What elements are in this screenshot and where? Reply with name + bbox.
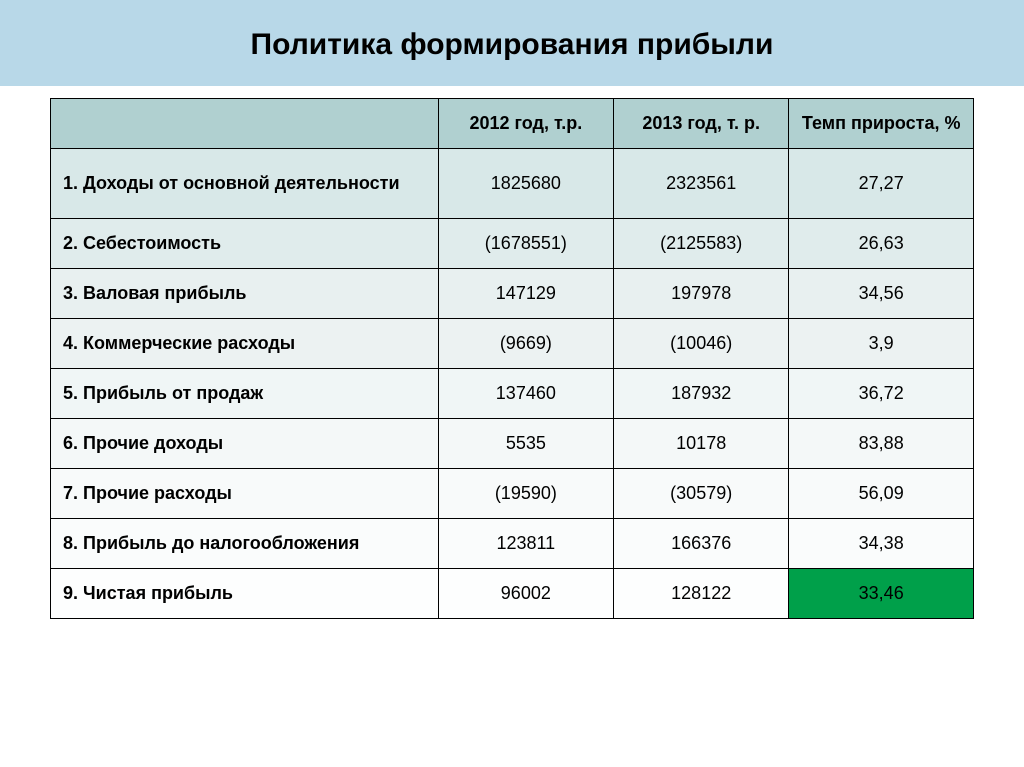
profit-table: 2012 год, т.р. 2013 год, т. р. Темп прир… — [50, 98, 974, 619]
table-row: 4. Коммерческие расходы (9669) (10046) 3… — [51, 319, 974, 369]
col-header-growth: Темп прироста, % — [789, 99, 974, 149]
cell-growth: 34,56 — [789, 269, 974, 319]
cell-growth: 26,63 — [789, 219, 974, 269]
row-label: 4. Коммерческие расходы — [51, 319, 439, 369]
cell-growth: 3,9 — [789, 319, 974, 369]
cell-growth: 27,27 — [789, 149, 974, 219]
table-row: 5. Прибыль от продаж 137460 187932 36,72 — [51, 369, 974, 419]
cell-2013: 187932 — [614, 369, 789, 419]
cell-2012: (1678551) — [438, 219, 613, 269]
cell-2013: (30579) — [614, 469, 789, 519]
cell-2012: 137460 — [438, 369, 613, 419]
page-title: Политика формирования прибыли — [0, 28, 1024, 62]
row-label: 6. Прочие доходы — [51, 419, 439, 469]
cell-2013: 2323561 — [614, 149, 789, 219]
row-label: 8. Прибыль до налогообложения — [51, 519, 439, 569]
cell-2013: 10178 — [614, 419, 789, 469]
table-container: 2012 год, т.р. 2013 год, т. р. Темп прир… — [0, 86, 1024, 619]
col-header-label — [51, 99, 439, 149]
cell-2012: 96002 — [438, 569, 613, 619]
cell-growth: 83,88 — [789, 419, 974, 469]
cell-growth: 56,09 — [789, 469, 974, 519]
cell-2012: 123811 — [438, 519, 613, 569]
cell-2013: 128122 — [614, 569, 789, 619]
row-label: 5. Прибыль от продаж — [51, 369, 439, 419]
cell-2012: 5535 — [438, 419, 613, 469]
cell-2012: 147129 — [438, 269, 613, 319]
row-label: 3. Валовая прибыль — [51, 269, 439, 319]
row-label: 1. Доходы от основной деятельности — [51, 149, 439, 219]
table-row: 6. Прочие доходы 5535 10178 83,88 — [51, 419, 974, 469]
cell-2013: 166376 — [614, 519, 789, 569]
cell-2012: (19590) — [438, 469, 613, 519]
table-row: 9. Чистая прибыль 96002 128122 33,46 — [51, 569, 974, 619]
cell-growth-highlight: 33,46 — [789, 569, 974, 619]
cell-2013: (2125583) — [614, 219, 789, 269]
col-header-2013: 2013 год, т. р. — [614, 99, 789, 149]
cell-2012: 1825680 — [438, 149, 613, 219]
table-row: 1. Доходы от основной деятельности 18256… — [51, 149, 974, 219]
cell-2012: (9669) — [438, 319, 613, 369]
row-label: 7. Прочие расходы — [51, 469, 439, 519]
header-band: Политика формирования прибыли — [0, 0, 1024, 86]
table-row: 2. Себестоимость (1678551) (2125583) 26,… — [51, 219, 974, 269]
table-row: 3. Валовая прибыль 147129 197978 34,56 — [51, 269, 974, 319]
cell-2013: 197978 — [614, 269, 789, 319]
cell-2013: (10046) — [614, 319, 789, 369]
table-row: 8. Прибыль до налогообложения 123811 166… — [51, 519, 974, 569]
row-label: 2. Себестоимость — [51, 219, 439, 269]
col-header-2012: 2012 год, т.р. — [438, 99, 613, 149]
row-label: 9. Чистая прибыль — [51, 569, 439, 619]
table-row: 7. Прочие расходы (19590) (30579) 56,09 — [51, 469, 974, 519]
table-header-row: 2012 год, т.р. 2013 год, т. р. Темп прир… — [51, 99, 974, 149]
cell-growth: 34,38 — [789, 519, 974, 569]
cell-growth: 36,72 — [789, 369, 974, 419]
